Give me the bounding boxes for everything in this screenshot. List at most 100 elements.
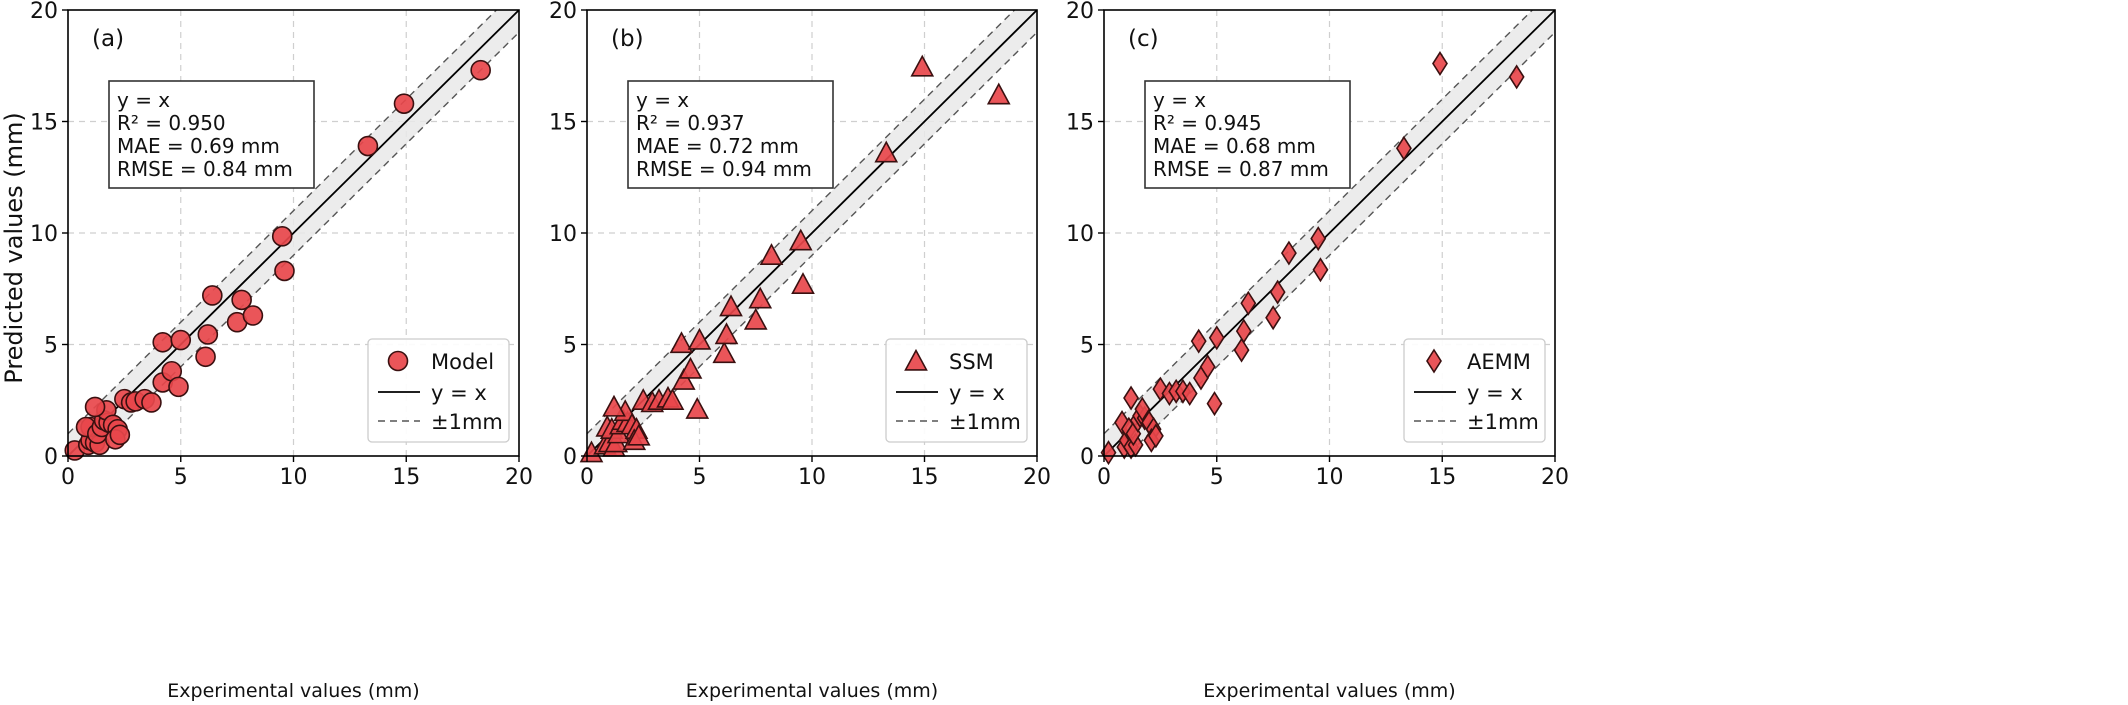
legend-label: y = x: [431, 381, 487, 405]
data-point: [1181, 381, 1198, 407]
stats-box-frame: [627, 80, 834, 189]
stats-box-frame: [108, 80, 315, 189]
data-points: [579, 54, 1011, 463]
ticks: 0 5 10 15 20 0 5 10 15 20: [549, 0, 1051, 490]
data-point: [910, 54, 935, 77]
data-point: [84, 396, 106, 418]
data-point: [986, 82, 1011, 105]
stats-line: RMSE = 0.87 mm: [1153, 157, 1329, 181]
stats-line: y = x: [1153, 88, 1206, 112]
stats-line: y = x: [636, 88, 689, 112]
legend-label: Model: [431, 350, 494, 374]
legend-label: ±1mm: [1467, 410, 1539, 434]
data-point: [759, 243, 784, 266]
ticks: 0 5 10 15 20 0 5 10 15 20: [1066, 0, 1569, 490]
data-points: [1100, 51, 1525, 466]
x-tick-label: 20: [505, 465, 533, 490]
y-tick-label: 15: [30, 111, 58, 136]
stats-line: RMSE = 0.84 mm: [117, 157, 293, 181]
data-point: [712, 341, 737, 364]
data-points: [64, 59, 491, 461]
data-point: [714, 322, 739, 345]
y-tick-label: 0: [44, 445, 58, 470]
x-tick-label: 0: [61, 465, 75, 490]
y-axis-label: Predicted values (mm): [0, 112, 28, 383]
legend-label: ±1mm: [949, 410, 1021, 434]
ticks: 0 5 10 15 20 0 5 10 15 20: [30, 0, 533, 490]
stats-line: R² = 0.937: [636, 111, 745, 135]
data-point: [669, 331, 694, 354]
data-point: [685, 396, 710, 419]
panel-label: (c): [1128, 26, 1159, 52]
data-point: [1233, 337, 1250, 363]
legend-label: y = x: [949, 381, 1005, 405]
data-point: [197, 324, 219, 345]
data-point: [1147, 423, 1164, 449]
legend: Model y = x ±1mm: [367, 338, 510, 443]
data-point: [719, 294, 743, 317]
stats-line: MAE = 0.72 mm: [636, 134, 799, 158]
data-point: [874, 140, 899, 163]
data-point: [1395, 135, 1412, 161]
y-tick-label: 20: [30, 0, 58, 24]
y-tick-label: 0: [563, 445, 577, 470]
lower-tolerance-line: [608, 31, 1037, 456]
y-tick-label: 20: [549, 0, 577, 24]
x-axis-label: Experimental values (mm): [686, 680, 938, 702]
legend-label: AEMM: [1467, 350, 1531, 374]
y-tick-label: 10: [1066, 222, 1094, 247]
data-point: [671, 367, 696, 390]
stats-line: RMSE = 0.94 mm: [636, 157, 812, 181]
data-point: [687, 327, 712, 350]
data-point: [1280, 240, 1297, 266]
x-tick-label: 20: [1541, 465, 1569, 490]
chart-panel-c: 0 5 10 15 20 0 5 10 15 20 Experimental values (mm)…: [1066, 0, 1569, 702]
data-point: [743, 307, 768, 330]
upper-tolerance-line: [68, 10, 498, 435]
chart-panel-b: 0 5 10 15 20 0 5 10 15 20 Experimental values (mm)…: [549, 0, 1051, 702]
x-tick-label: 10: [1316, 465, 1344, 490]
legend-label: y = x: [1467, 381, 1523, 405]
data-point: [1312, 257, 1329, 283]
data-point: [1134, 396, 1151, 422]
data-point: [242, 305, 264, 326]
panel-label: (a): [92, 26, 124, 52]
identity-line: [587, 10, 1037, 456]
y-tick-label: 5: [1080, 334, 1094, 359]
data-point: [271, 226, 293, 247]
x-tick-label: 15: [1428, 465, 1456, 490]
upper-tolerance-line: [587, 10, 1016, 435]
data-point: [387, 350, 409, 372]
legend: AEMM y = x ±1mm: [1403, 338, 1546, 443]
data-point: [1235, 318, 1252, 344]
lower-tolerance-line: [1125, 31, 1555, 456]
y-tick-label: 10: [30, 222, 58, 247]
data-point: [602, 394, 626, 417]
data-point: [109, 424, 131, 446]
data-point: [202, 285, 223, 306]
x-tick-label: 20: [1023, 465, 1051, 490]
data-point: [791, 272, 815, 295]
data-point: [1269, 279, 1286, 305]
stats-line: R² = 0.945: [1153, 111, 1262, 135]
stats-line: MAE = 0.69 mm: [117, 134, 280, 158]
legend: SSM y = x ±1mm: [885, 338, 1028, 443]
data-point: [170, 329, 192, 351]
data-point: [1240, 290, 1257, 316]
data-point: [231, 289, 252, 311]
x-tick-label: 10: [280, 465, 308, 490]
data-point: [1190, 328, 1207, 354]
y-tick-label: 20: [1066, 0, 1094, 24]
panel-label: (b): [611, 26, 644, 52]
x-tick-label: 0: [1097, 465, 1111, 490]
x-tick-label: 5: [174, 465, 188, 490]
data-point: [168, 376, 189, 398]
identity-line: [1104, 10, 1555, 456]
x-tick-label: 15: [392, 465, 420, 490]
data-point: [748, 286, 773, 309]
y-tick-label: 10: [549, 222, 577, 247]
data-point: [274, 260, 295, 282]
data-point: [678, 356, 703, 379]
